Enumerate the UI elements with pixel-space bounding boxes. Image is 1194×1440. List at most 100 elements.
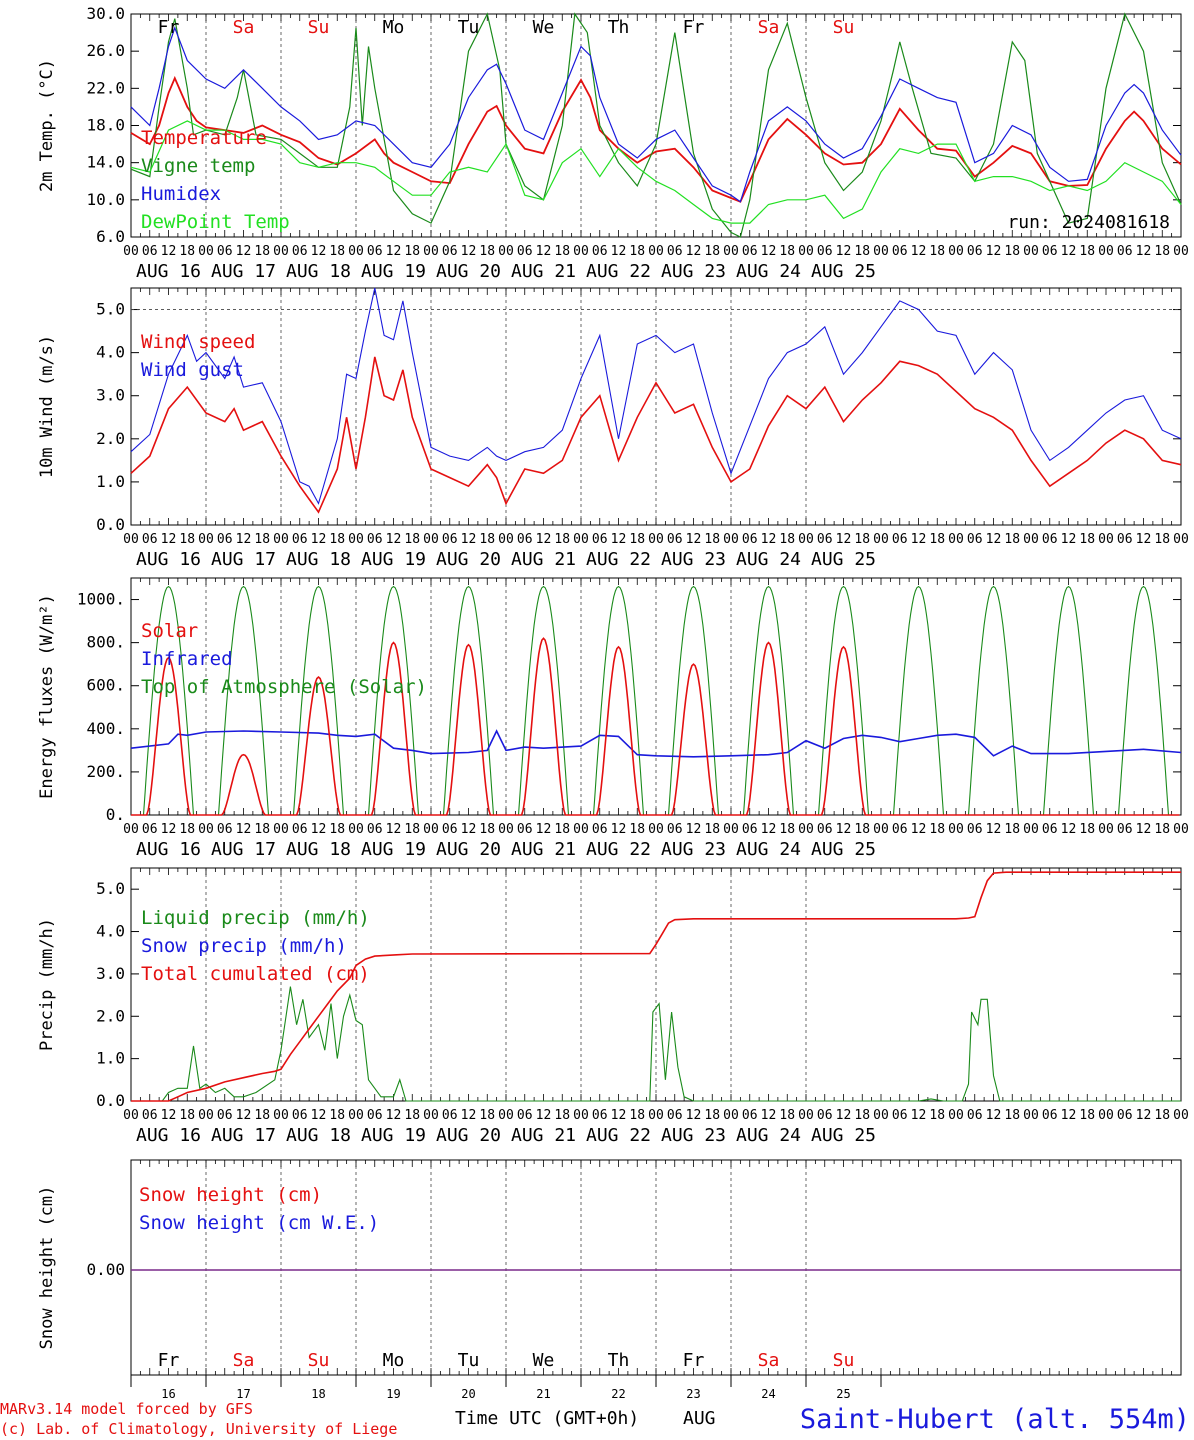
hour-tick-label: 12 (761, 244, 777, 259)
hour-tick-label: 06 (517, 532, 533, 547)
hour-tick-label: 18 (329, 822, 345, 837)
hour-tick-label: 00 (573, 822, 589, 837)
hour-tick-label: 18 (779, 822, 795, 837)
hour-tick-label: 00 (798, 532, 814, 547)
hour-tick-label: 06 (817, 1108, 833, 1123)
hour-tick-label: 12 (236, 532, 252, 547)
hour-tick-label: 06 (592, 244, 608, 259)
day-label: AUG 23 (661, 1125, 726, 1146)
hour-tick-label: 00 (1098, 244, 1114, 259)
hour-tick-label: 12 (611, 244, 627, 259)
hour-tick-label: 06 (292, 1108, 308, 1123)
hour-tick-label: 06 (142, 822, 158, 837)
weekday-label: Mo (383, 1350, 405, 1371)
hour-tick-label: 00 (948, 1108, 964, 1123)
hour-tick-label: 18 (479, 1108, 495, 1123)
credit-line-2: (c) Lab. of Climatology, University of L… (0, 1420, 397, 1438)
hour-tick-label: 12 (836, 822, 852, 837)
hour-tick-label: 06 (142, 532, 158, 547)
hour-tick-label: 12 (161, 532, 177, 547)
hour-tick-label: 06 (1117, 822, 1133, 837)
hour-tick-label: 06 (817, 244, 833, 259)
hour-tick-label: 12 (161, 244, 177, 259)
hour-tick-label: 12 (311, 1108, 327, 1123)
hour-tick-label: 06 (592, 822, 608, 837)
hour-tick-label: 00 (198, 532, 214, 547)
y-tick-label: 1.0 (96, 472, 125, 491)
station-label: Saint-Hubert (alt. 554m) (800, 1404, 1190, 1435)
day-label: AUG 17 (211, 839, 276, 860)
hour-tick-label: 18 (704, 532, 720, 547)
hour-tick-label: 06 (367, 822, 383, 837)
day-label: AUG 19 (361, 839, 426, 860)
hour-tick-label: 18 (629, 1108, 645, 1123)
hour-tick-label: 06 (742, 532, 758, 547)
day-label: AUG 18 (286, 1125, 351, 1146)
legend-entry: Temperature (141, 127, 267, 149)
legend-entry: DewPoint Temp (141, 211, 290, 233)
hour-tick-label: 12 (536, 244, 552, 259)
y-tick-label: 0.0 (96, 515, 125, 534)
hour-tick-label: 00 (198, 1108, 214, 1123)
hour-tick-label: 00 (948, 244, 964, 259)
hour-tick-label: 12 (311, 822, 327, 837)
hour-tick-label: 12 (386, 1108, 402, 1123)
day-label: AUG 24 (736, 839, 801, 860)
day-label: AUG 25 (811, 549, 876, 570)
y-tick-label: 0.0 (96, 1091, 125, 1110)
hour-tick-label: 12 (911, 532, 927, 547)
y-axis-label: Energy fluxes (W/m²) (37, 594, 57, 799)
plot-frame (130, 13, 1182, 238)
hour-tick-label: 18 (704, 1108, 720, 1123)
hour-tick-label: 00 (198, 244, 214, 259)
hour-tick-label: 00 (273, 532, 289, 547)
hour-tick-label: 00 (273, 1108, 289, 1123)
day-label: AUG 19 (361, 549, 426, 570)
hour-tick-label: 18 (554, 822, 570, 837)
weekday-label: Sa (233, 17, 255, 38)
day-label: AUG 17 (211, 549, 276, 570)
day-label: AUG 22 (586, 549, 651, 570)
hour-tick-label: 00 (948, 532, 964, 547)
legend-entry: Vigne temp (141, 155, 255, 177)
y-tick-label: 400. (86, 719, 125, 738)
y-tick-label: 4.0 (96, 922, 125, 941)
hour-tick-label: 00 (123, 244, 139, 259)
month-label: AUG (683, 1408, 716, 1429)
hour-tick-label: 18 (179, 244, 195, 259)
hour-tick-label: 18 (554, 532, 570, 547)
hour-tick-label: 12 (986, 532, 1002, 547)
hour-tick-label: 06 (742, 1108, 758, 1123)
hour-tick-label: 00 (873, 244, 889, 259)
hour-tick-label: 18 (479, 244, 495, 259)
hour-tick-label: 18 (1004, 822, 1020, 837)
hour-tick-label: 06 (217, 822, 233, 837)
hour-tick-label: 00 (123, 822, 139, 837)
hour-tick-label: 06 (1117, 532, 1133, 547)
hour-tick-label: 06 (892, 822, 908, 837)
hour-tick-label: 06 (367, 532, 383, 547)
legend-entry: Snow height (cm) (139, 1184, 322, 1206)
hour-tick-label: 18 (629, 532, 645, 547)
hour-tick-label: 18 (779, 244, 795, 259)
hour-tick-label: 18 (929, 1108, 945, 1123)
hour-tick-label: 00 (723, 1108, 739, 1123)
hour-tick-label: 12 (1061, 244, 1077, 259)
hour-tick-label: 18 (1154, 822, 1170, 837)
hour-tick-label: 18 (404, 532, 420, 547)
temperature-panel (130, 13, 1182, 238)
weekday-label: Sa (758, 17, 780, 38)
hour-tick-label: 18 (404, 1108, 420, 1123)
hour-tick-label: 06 (442, 532, 458, 547)
hour-tick-label: 00 (873, 532, 889, 547)
day-label: AUG 22 (586, 1125, 651, 1146)
hour-tick-label: 06 (292, 244, 308, 259)
hour-tick-label: 12 (1136, 1108, 1152, 1123)
y-tick-label: 2.0 (96, 1006, 125, 1025)
hour-tick-label: 12 (836, 532, 852, 547)
hour-tick-label: 00 (123, 1108, 139, 1123)
hour-tick-label: 06 (517, 1108, 533, 1123)
series-line (130, 120, 1182, 224)
series-line (130, 287, 1182, 505)
series-line (130, 26, 1182, 203)
